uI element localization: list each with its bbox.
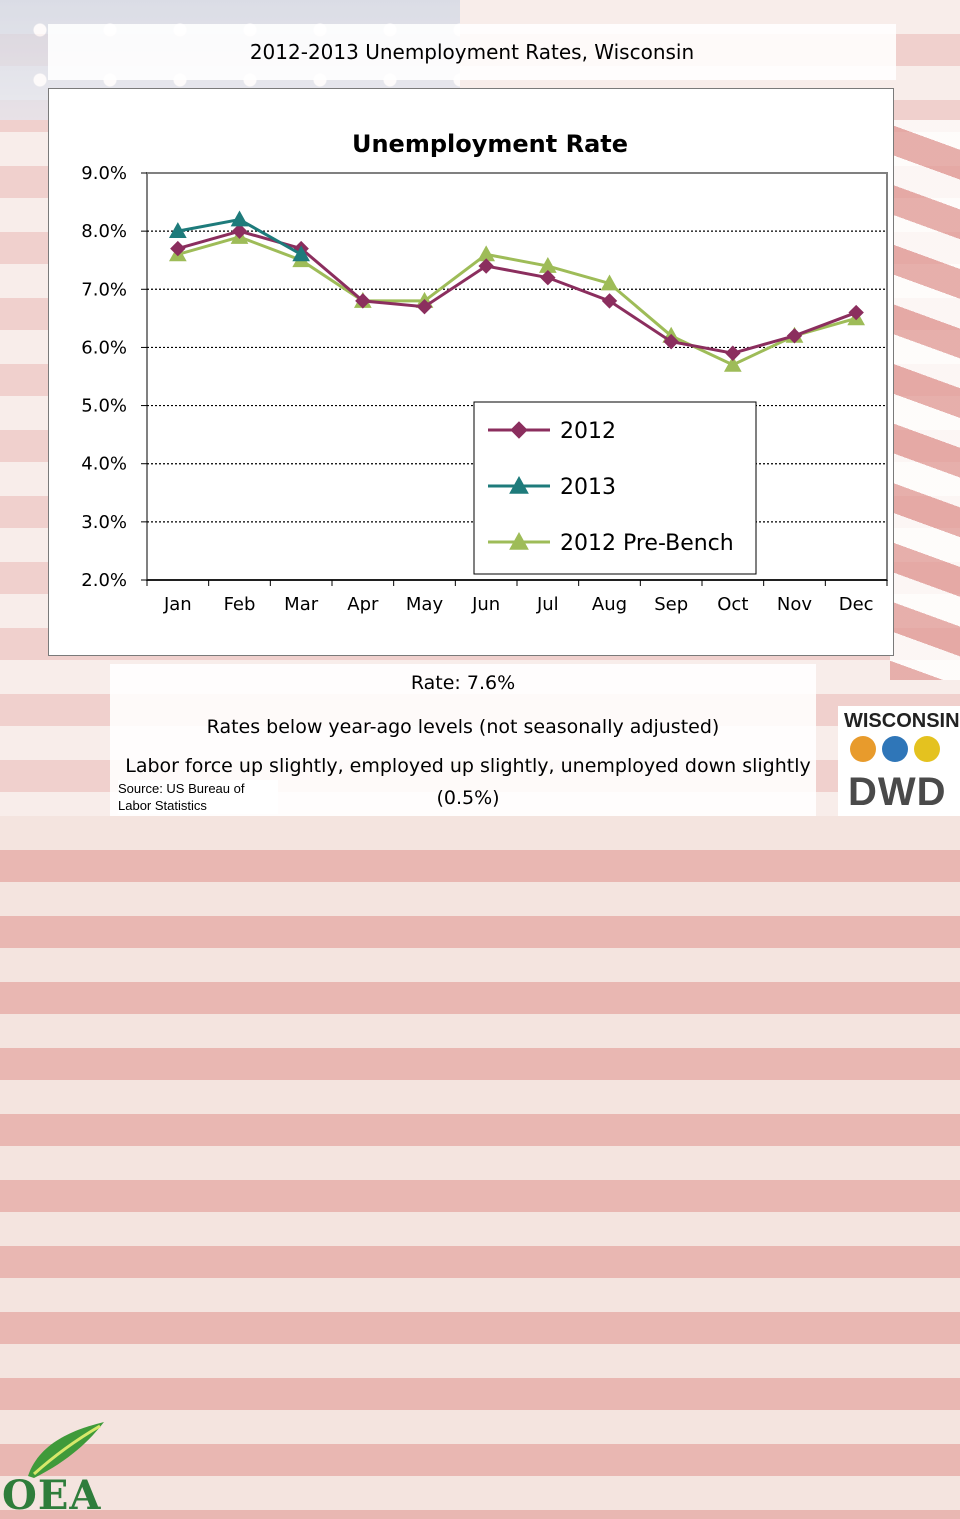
legend-swatch-marker: [510, 421, 528, 439]
series-line-0: [177, 229, 857, 355]
oea-logo-text: OEA: [2, 1472, 102, 1519]
y-tick-label: 2.0%: [81, 570, 127, 591]
rate-line: Rate: 7.6%: [410, 672, 516, 694]
slide-title: 2012-2013 Unemployment Rates, Wisconsin: [48, 24, 896, 80]
x-tick-label: Jul: [536, 594, 559, 615]
chart-panel: Unemployment Rate 2.0% 3.0% 4.0% 5.0% 6.0% 7.…: [48, 88, 894, 656]
x-tick-label: Jun: [471, 594, 500, 615]
dwd-logo: WISCONSIN DWD: [838, 706, 960, 816]
x-tick-label: Oct: [717, 594, 748, 615]
leaf-icon: [28, 1422, 104, 1478]
unemployment-chart: Unemployment Rate 2.0% 3.0% 4.0% 5.0% 6.0% 7.…: [81, 130, 888, 615]
arrows-icon: [914, 736, 940, 762]
x-tick-label: Mar: [284, 594, 319, 615]
data-point: [292, 245, 311, 262]
data-point: [723, 355, 742, 372]
data-point: [168, 222, 187, 239]
data-point: [600, 274, 619, 291]
legend-swatch-marker: [509, 475, 529, 494]
flag-stripes: [890, 120, 960, 680]
data-point: [725, 345, 741, 361]
dwd-logo-top: WISCONSIN: [844, 710, 960, 732]
data-point: [601, 293, 618, 309]
chart-title: Unemployment Rate: [352, 130, 628, 158]
data-point: [663, 333, 679, 350]
data-point: [230, 210, 249, 227]
person-icon: [882, 736, 908, 762]
y-tick-label: 4.0%: [81, 454, 127, 475]
y-tick-label: 3.0%: [81, 512, 127, 533]
note-rates: Rates below year-ago levels (not seasona…: [206, 716, 720, 738]
note-labor-force: Labor force up slightly, employed up sli…: [125, 755, 811, 809]
data-point: [478, 258, 494, 274]
legend-swatch-marker: [509, 531, 529, 550]
dwd-logo-bottom: DWD: [848, 770, 947, 814]
series-line-2: [177, 235, 857, 367]
data-point: [416, 299, 433, 315]
x-tick-label: Nov: [777, 594, 812, 615]
data-point: [231, 223, 248, 239]
x-tick-label: Dec: [839, 594, 874, 615]
data-point: [786, 328, 803, 344]
data-point: [848, 304, 864, 321]
x-tick-label: Sep: [654, 594, 688, 615]
y-tick-label: 8.0%: [81, 221, 127, 242]
legend-label: 2012 Pre-Bench: [560, 531, 734, 556]
data-point: [355, 293, 371, 309]
dwd-icons: [850, 736, 940, 762]
x-tick-label: Aug: [592, 594, 627, 615]
x-tick-label: Apr: [347, 594, 379, 615]
map-icon: [850, 736, 876, 762]
y-tick-label: 7.0%: [81, 279, 127, 300]
oea-logo: OEA: [0, 708, 112, 1519]
x-tick-label: Feb: [224, 594, 256, 615]
legend-label: 2012: [560, 419, 616, 444]
x-tick-label: May: [406, 594, 444, 615]
y-tick-label: 9.0%: [81, 163, 127, 184]
data-point: [540, 269, 556, 286]
y-tick-label: 5.0%: [81, 396, 127, 417]
source-note: Source: US Bureau of Labor Statistics: [118, 780, 278, 814]
y-tick-label: 6.0%: [81, 337, 127, 358]
data-point: [170, 240, 186, 257]
x-tick-label: Jan: [163, 594, 192, 615]
legend-label: 2013: [560, 475, 616, 500]
